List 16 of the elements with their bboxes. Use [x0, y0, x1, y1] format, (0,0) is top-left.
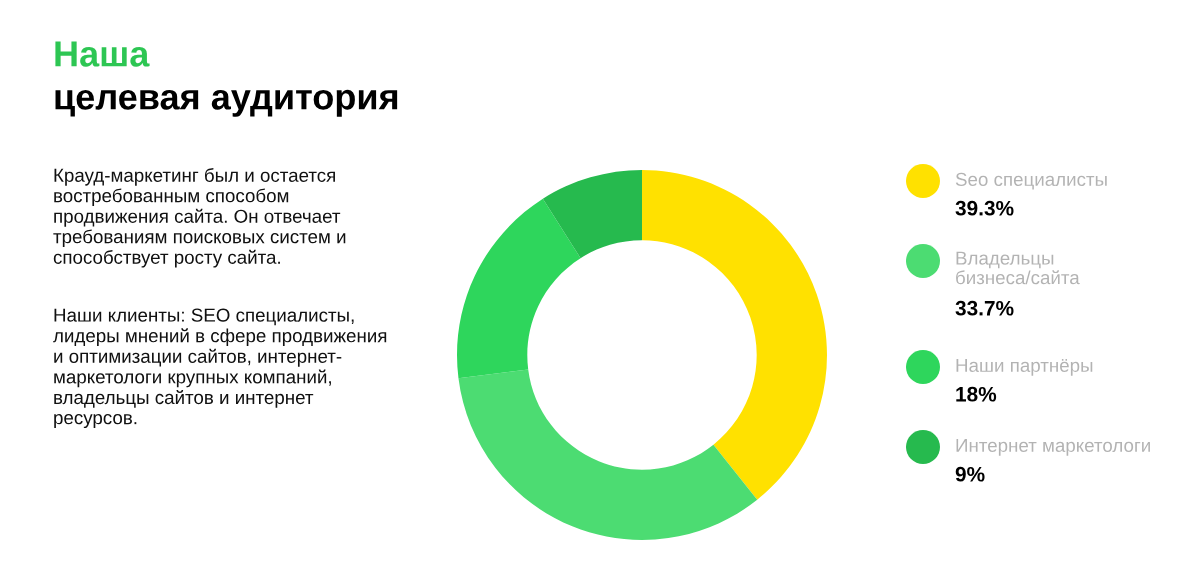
legend-label: Наши партнёры — [956, 358, 1093, 376]
legend-label: Интернет маркетологи — [956, 438, 1150, 456]
data-label: 9% — [955, 466, 985, 482]
text: Наша — [55, 41, 150, 67]
donut-slice — [457, 198, 581, 379]
legend-label: Владельцы бизнеса/сайта — [956, 251, 1080, 285]
data-label: 33.7% — [955, 300, 1014, 316]
donut-slice — [642, 170, 827, 500]
donut-slice — [458, 369, 758, 540]
donut-slice — [542, 170, 642, 259]
chart-subtitle: целевая аудитория — [55, 89, 398, 117]
text: Наши клиенты: SEO специалисты, лидеры мнений в сфере продвижения и оптимизации сайтов, интернет- маркетологи крупных компаний, владельцы сайтов и интернет ресурсов. — [53, 308, 387, 429]
data-label: 39.3% — [955, 200, 1014, 216]
text: Крауд-маркетинг был и остается востребованным способом продвижения сайта. Он отвечает требованиям поисковых систем и способствует росту сайта. — [53, 168, 346, 268]
legend-label: Seo специалисты — [955, 172, 1107, 190]
data-label: 18% — [956, 386, 997, 402]
